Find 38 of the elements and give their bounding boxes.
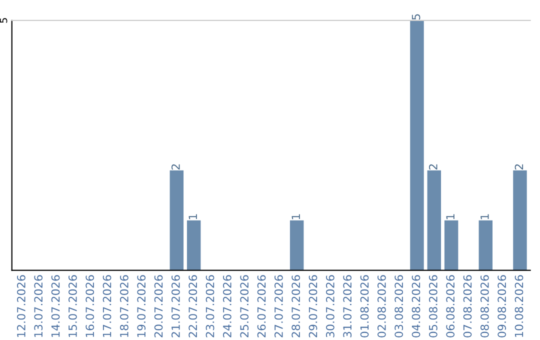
x-tick-label: 01.08.2026 bbox=[360, 275, 369, 338]
x-tick-label: 15.07.2026 bbox=[68, 275, 77, 337]
data-label: 1 bbox=[480, 214, 489, 220]
x-tick-label: 30.07.2026 bbox=[326, 275, 334, 338]
x-tick-label: 18.07.2026 bbox=[120, 275, 128, 337]
x-tick-label: 08.08.2026 bbox=[480, 275, 489, 338]
x-tick-label: 31.07.2026 bbox=[343, 275, 352, 338]
x-tick-label: 23.07.2026 bbox=[206, 275, 214, 338]
data-label: 5 bbox=[412, 14, 420, 20]
x-tick-label: 10.08.2026 bbox=[514, 275, 524, 337]
x-tick-label: 25.07.2026 bbox=[240, 275, 249, 338]
x-tick-label: 27.07.2026 bbox=[274, 275, 283, 338]
data-label: 1 bbox=[446, 214, 454, 220]
data-label: 1 bbox=[188, 214, 197, 220]
data-label: 2 bbox=[428, 164, 438, 170]
data-label: 2 bbox=[171, 164, 180, 170]
x-tick-label: 24.07.2026 bbox=[222, 275, 232, 338]
x-tick-label: 26.07.2026 bbox=[257, 275, 266, 338]
x-tick-label: 03.08.2026 bbox=[394, 275, 404, 338]
x-tick-label: 21.07.2026 bbox=[171, 275, 180, 338]
x-tick-label: 06.08.2026 bbox=[446, 275, 455, 338]
x-tick-label: 20.07.2026 bbox=[154, 275, 163, 338]
x-tick-label: 09.08.2026 bbox=[498, 275, 506, 338]
x-tick-label: 28.07.2026 bbox=[292, 275, 300, 338]
data-label: 2 bbox=[514, 164, 524, 170]
x-tick-label: 12.07.2026 bbox=[17, 275, 26, 337]
x-tick-label: 07.08.2026 bbox=[463, 275, 472, 338]
x-tick-label: 13.07.2026 bbox=[34, 275, 43, 337]
x-tick-label: 29.07.2026 bbox=[308, 275, 318, 338]
x-tick-label: 16.07.2026 bbox=[86, 275, 94, 337]
x-tick-label: 19.07.2026 bbox=[137, 275, 146, 337]
x-tick-label: 14.07.2026 bbox=[51, 275, 60, 337]
x-tick-label: 02.08.2026 bbox=[377, 275, 386, 338]
x-tick-label: 04.08.2026 bbox=[412, 275, 420, 338]
x-tick-label: 22.07.2026 bbox=[188, 275, 198, 338]
x-tick-label: 05.08.2026 bbox=[428, 275, 438, 338]
x-tick-label: 17.07.2026 bbox=[102, 275, 112, 337]
data-label: 1 bbox=[292, 214, 300, 220]
